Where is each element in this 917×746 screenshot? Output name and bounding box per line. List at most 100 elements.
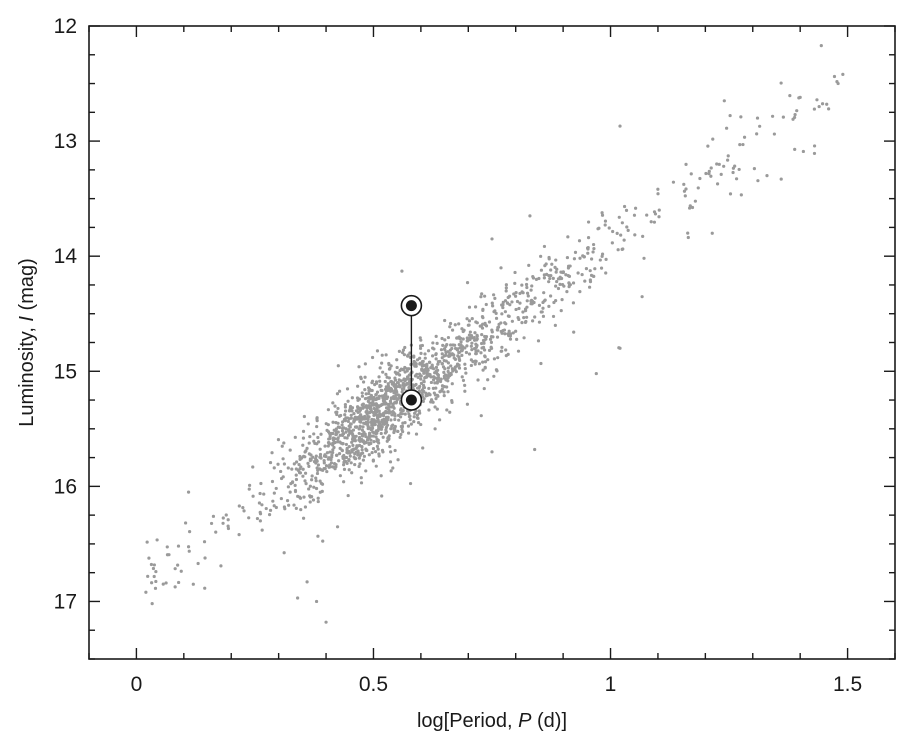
data-point xyxy=(188,530,192,534)
data-point xyxy=(513,281,517,285)
data-point xyxy=(331,420,335,424)
data-point xyxy=(734,177,739,181)
data-point xyxy=(489,346,494,351)
data-point xyxy=(442,394,446,398)
data-point xyxy=(361,406,365,410)
data-point xyxy=(551,314,556,319)
data-point xyxy=(459,340,463,344)
data-point xyxy=(415,372,419,376)
data-point xyxy=(412,420,416,424)
data-point xyxy=(282,441,286,445)
data-point xyxy=(542,244,547,249)
data-point xyxy=(285,498,290,503)
data-point xyxy=(704,171,708,176)
data-point xyxy=(365,448,369,453)
data-point xyxy=(176,563,180,567)
data-point xyxy=(586,251,590,255)
data-point xyxy=(379,474,383,478)
data-point xyxy=(331,438,336,442)
data-point xyxy=(377,424,382,428)
data-point xyxy=(334,433,338,437)
data-point xyxy=(657,215,661,219)
data-point xyxy=(282,462,287,466)
data-point xyxy=(449,364,453,368)
data-point xyxy=(408,351,412,355)
data-point xyxy=(554,258,558,262)
data-point xyxy=(423,352,427,356)
data-point xyxy=(419,422,423,427)
data-point xyxy=(726,158,730,162)
data-point xyxy=(165,545,169,549)
data-point xyxy=(436,362,440,366)
data-point xyxy=(369,441,373,446)
data-point xyxy=(279,469,283,474)
y-tick-label: 12 xyxy=(54,15,77,38)
data-point xyxy=(495,369,499,373)
data-point xyxy=(299,465,303,469)
data-point xyxy=(383,395,387,399)
data-point xyxy=(342,480,346,484)
data-point xyxy=(632,213,637,217)
data-point xyxy=(318,452,323,457)
data-point xyxy=(573,250,578,255)
data-point xyxy=(781,115,785,119)
data-point xyxy=(353,415,357,419)
data-point xyxy=(599,266,604,270)
y-tick-label: 16 xyxy=(54,475,77,498)
data-point xyxy=(395,365,399,370)
data-point xyxy=(342,467,347,471)
data-point xyxy=(381,412,385,416)
data-point xyxy=(455,364,459,368)
data-point xyxy=(378,383,382,388)
data-point xyxy=(290,467,294,471)
data-point xyxy=(274,486,278,491)
y-axis-label-part-2: I xyxy=(16,316,38,322)
data-point xyxy=(600,211,604,215)
data-point xyxy=(318,455,322,459)
data-point xyxy=(422,380,426,384)
data-point xyxy=(308,484,312,488)
data-point xyxy=(508,334,513,338)
data-point xyxy=(494,311,498,316)
data-point xyxy=(825,102,829,106)
data-point xyxy=(483,334,487,339)
data-point xyxy=(407,431,411,435)
data-point xyxy=(255,516,260,521)
data-point xyxy=(521,291,525,295)
data-point xyxy=(358,439,362,443)
data-point xyxy=(739,193,743,197)
data-point xyxy=(375,437,379,441)
data-point xyxy=(424,375,429,379)
data-point xyxy=(350,437,355,441)
data-point xyxy=(752,167,756,171)
data-point xyxy=(364,392,368,396)
data-point xyxy=(617,215,621,219)
data-point xyxy=(363,405,367,409)
data-point xyxy=(314,476,318,480)
data-point xyxy=(457,351,461,355)
data-point xyxy=(479,414,483,418)
data-point xyxy=(436,368,440,372)
data-point xyxy=(391,405,395,409)
data-point xyxy=(832,74,837,79)
data-point xyxy=(389,418,393,422)
data-point xyxy=(463,383,467,387)
data-point xyxy=(346,399,350,403)
data-point xyxy=(264,506,268,511)
data-point xyxy=(684,187,688,191)
data-point xyxy=(801,149,805,154)
data-point xyxy=(742,135,747,139)
data-point xyxy=(529,299,533,303)
data-point xyxy=(482,341,486,345)
data-point xyxy=(537,276,541,281)
data-point xyxy=(515,337,519,341)
data-point xyxy=(214,530,218,534)
data-point xyxy=(336,437,340,441)
data-point xyxy=(319,468,323,472)
data-point xyxy=(600,213,605,217)
data-point xyxy=(151,566,156,571)
data-point xyxy=(335,410,339,414)
data-point xyxy=(521,310,525,314)
data-point xyxy=(421,359,425,363)
data-point xyxy=(501,305,505,310)
